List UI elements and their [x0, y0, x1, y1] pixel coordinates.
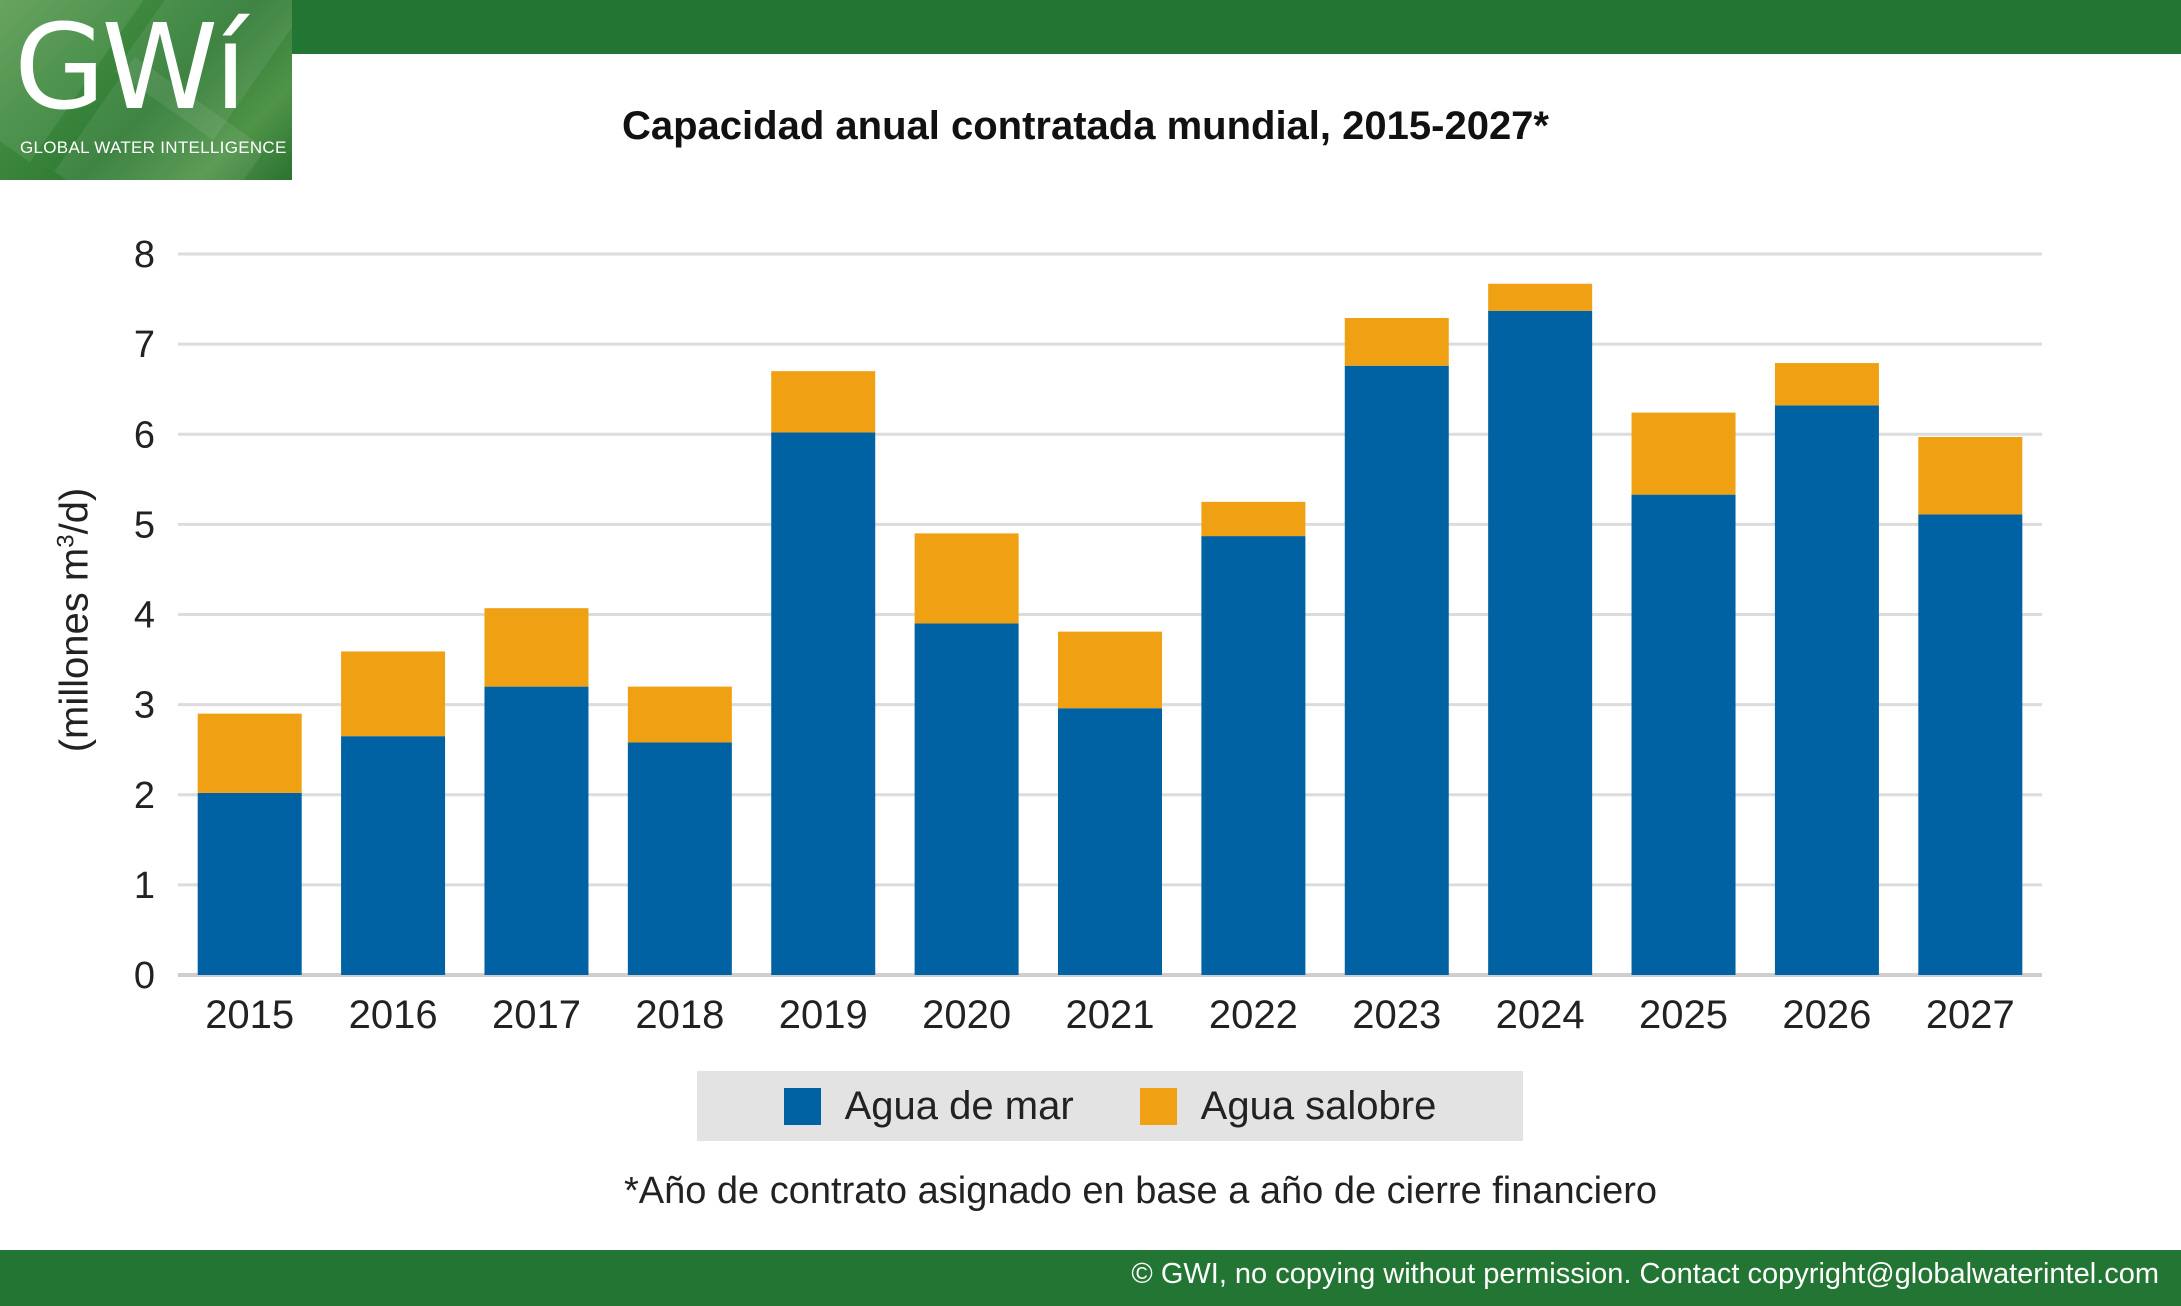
y-tick-label-5: 5 — [134, 504, 155, 546]
bar-agua-de-mar-2024 — [1488, 310, 1593, 975]
bar-agua-salobre-2016 — [341, 651, 446, 737]
bar-agua-salobre-2026 — [1774, 363, 1879, 406]
bar-agua-de-mar-2021 — [1058, 708, 1162, 975]
x-tick-label-2017: 2017 — [492, 993, 581, 1037]
bar-agua-de-mar-2026 — [1774, 405, 1879, 975]
bar-agua-de-mar-2016 — [341, 736, 446, 975]
x-tick-label-2026: 2026 — [1782, 993, 1871, 1037]
legend-label-agua-salobre: Agua salobre — [1200, 1083, 1437, 1128]
legend-swatch-agua-salobre — [1139, 1087, 1177, 1125]
bar-agua-de-mar-2018 — [627, 742, 732, 975]
chart-title: Capacidad anual contratada mundial, 2015… — [621, 104, 1549, 148]
x-tick-label-2015: 2015 — [205, 993, 294, 1037]
bar-agua-salobre-2023 — [1344, 317, 1449, 366]
bar-agua-de-mar-2019 — [771, 432, 876, 975]
x-tick-label-2027: 2027 — [1926, 993, 2015, 1037]
bar-agua-de-mar-2017 — [484, 686, 589, 975]
legend-item-agua-de-mar: Agua de mar — [783, 1083, 1074, 1129]
bar-agua-salobre-2025 — [1631, 412, 1736, 495]
y-tick-label-3: 3 — [134, 685, 155, 727]
x-tick-label-2024: 2024 — [1496, 993, 1585, 1037]
y-tick-label-6: 6 — [134, 414, 155, 456]
bar-agua-de-mar-2027 — [1918, 514, 2023, 975]
gwi-logo: GWí GLOBAL WATER INTELLIGENCE — [0, 0, 292, 180]
bar-agua-de-mar-2022 — [1201, 536, 1306, 975]
bar-agua-salobre-2020 — [914, 533, 1019, 624]
copyright-notice: © GWI, no copying without permission. Co… — [1131, 1258, 2159, 1290]
legend-swatch-agua-de-mar — [783, 1087, 821, 1125]
y-tick-label-2: 2 — [134, 775, 155, 817]
x-tick-label-2022: 2022 — [1209, 993, 1298, 1037]
bottom-banner — [0, 1250, 2181, 1306]
top-banner — [0, 0, 2181, 54]
y-tick-label-7: 7 — [134, 324, 155, 366]
x-tick-label-2021: 2021 — [1066, 993, 1155, 1037]
bar-agua-salobre-2015 — [197, 713, 302, 793]
chart-legend: Agua de mar Agua salobre — [697, 1071, 1523, 1141]
bar-agua-salobre-2024 — [1488, 283, 1593, 311]
y-tick-label-8: 8 — [134, 234, 155, 276]
x-tick-label-2023: 2023 — [1352, 993, 1441, 1037]
logo-tagline: GLOBAL WATER INTELLIGENCE — [20, 138, 287, 157]
bar-agua-salobre-2019 — [771, 371, 876, 433]
y-tick-label-0: 0 — [134, 955, 155, 997]
legend-item-agua-salobre: Agua salobre — [1139, 1083, 1437, 1129]
bar-agua-de-mar-2025 — [1631, 494, 1736, 975]
x-tick-label-2020: 2020 — [922, 993, 1011, 1037]
x-tick-label-2025: 2025 — [1639, 993, 1728, 1037]
logo-mark: GWí — [14, 0, 247, 136]
footnote: *Año de contrato asignado en base a año … — [623, 1170, 1658, 1212]
x-tick-label-2018: 2018 — [635, 993, 724, 1037]
bar-agua-salobre-2022 — [1201, 501, 1306, 537]
y-tick-label-1: 1 — [134, 865, 155, 907]
bar-agua-salobre-2018 — [627, 686, 732, 743]
bar-agua-salobre-2027 — [1918, 436, 2023, 515]
bar-agua-salobre-2017 — [484, 608, 589, 687]
bar-agua-de-mar-2023 — [1344, 365, 1449, 975]
x-tick-label-2019: 2019 — [779, 993, 868, 1037]
legend-label-agua-de-mar: Agua de mar — [844, 1083, 1074, 1128]
x-tick-label-2016: 2016 — [349, 993, 438, 1037]
bar-agua-salobre-2021 — [1058, 631, 1162, 709]
y-tick-label-4: 4 — [134, 595, 155, 637]
bar-agua-de-mar-2015 — [197, 792, 302, 975]
bar-agua-de-mar-2020 — [914, 623, 1019, 975]
